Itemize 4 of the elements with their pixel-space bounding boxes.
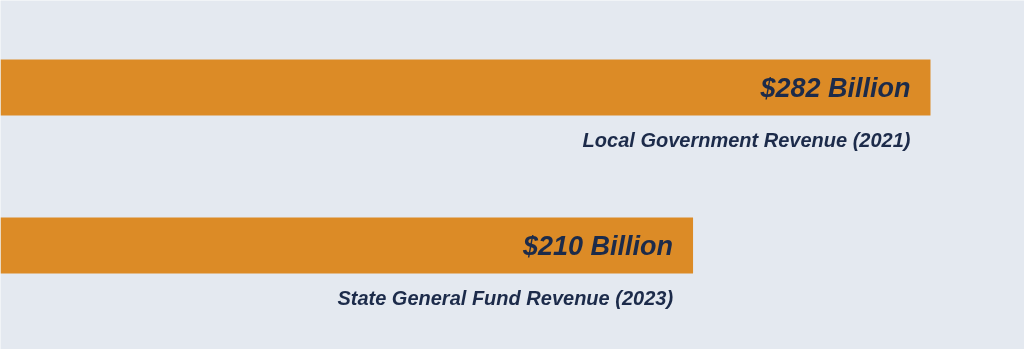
data-label: $210 Billion (522, 230, 674, 261)
y-tick-label: Local Government Revenue (2021) (582, 128, 911, 151)
data-label: $282 Billion (759, 72, 911, 103)
y-tick-label: State General Fund Revenue (2023) (337, 286, 674, 309)
